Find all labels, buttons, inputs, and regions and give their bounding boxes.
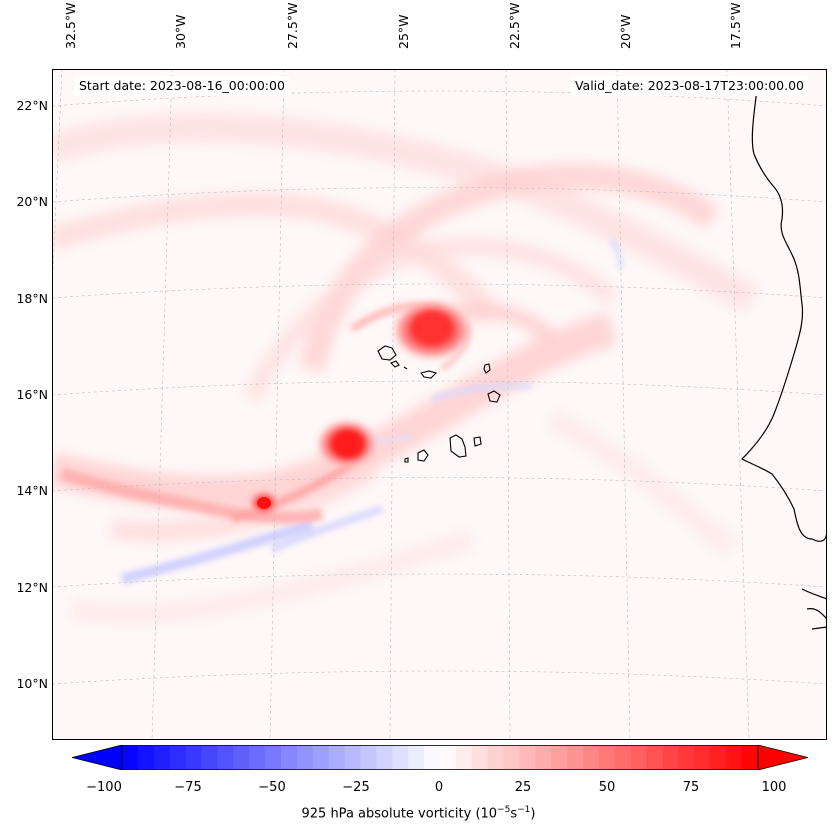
colorbar-cell — [678, 745, 695, 770]
colorbar-cell — [599, 745, 616, 770]
colorbar-cell — [567, 745, 584, 770]
colorbar-tick-50: 50 — [598, 780, 616, 795]
colorbar-cell — [169, 745, 187, 770]
vortex-north — [390, 298, 474, 362]
colorbar-cell — [392, 745, 409, 770]
colorbar-cell — [296, 745, 314, 770]
lon-label-20w: 20°W — [618, 14, 633, 49]
colorbar-cell — [614, 745, 632, 770]
lon-label-32-5w: 32.5°W — [63, 2, 78, 49]
colorbar-cells — [122, 745, 759, 770]
colorbar-cell — [217, 745, 234, 770]
colorbar-cell — [312, 745, 330, 770]
valid-date-label: Valid_date: 2023-08-17T23:00:00.00 — [570, 76, 808, 96]
colorbar-cell — [694, 745, 711, 770]
colorbar-cell — [662, 745, 680, 770]
colorbar-cell — [710, 745, 727, 770]
colorbar-outline — [121, 745, 759, 770]
colorbar-cell — [344, 745, 362, 770]
colorbar-tick-25: 25 — [514, 780, 532, 795]
colorbar-cell — [265, 745, 282, 770]
colorbar-cell — [455, 745, 473, 770]
lon-label-30w: 30°W — [173, 14, 188, 49]
lon-label-22-5w: 22.5°W — [507, 2, 522, 49]
colorbar-tick-neg75: −75 — [174, 780, 202, 795]
colorbar-cell — [233, 745, 250, 770]
vortex-central — [315, 418, 379, 470]
colorbar-cell — [742, 745, 759, 770]
colorbar-cell — [424, 745, 441, 770]
colorbar-cell — [249, 745, 266, 770]
colorbar-cell — [281, 745, 298, 770]
colorbar-tick-75: 75 — [682, 780, 700, 795]
colorbar-cell — [408, 745, 425, 770]
colorbar-cell — [376, 745, 393, 770]
colorbar-cell — [153, 745, 171, 770]
colorbar-cell — [137, 745, 155, 770]
colorbar-cell — [630, 745, 648, 770]
lon-label-17-5w: 17.5°W — [728, 2, 743, 49]
colorbar-label: 925 hPa absolute vorticity (10−5s−1) — [301, 805, 536, 822]
vorticity-field-background — [52, 112, 759, 625]
lat-label-10n: 10°N — [16, 676, 48, 691]
colorbar-cell — [185, 745, 203, 770]
lat-label-20n: 20°N — [16, 194, 48, 209]
colorbar-tick-neg50: −50 — [258, 780, 286, 795]
colorbar-cell — [726, 745, 743, 770]
colorbar-cell — [201, 745, 218, 770]
vortex-west — [248, 490, 280, 516]
colorbar-cell — [440, 745, 457, 770]
graticule — [52, 69, 827, 740]
colorbar-tick-neg100: −100 — [86, 780, 122, 795]
colorbar-arrow-min — [72, 745, 123, 770]
colorbar-tick-neg25: −25 — [342, 780, 370, 795]
colorbar — [72, 745, 808, 770]
colorbar-cell — [519, 745, 536, 770]
colorbar-cell — [583, 745, 600, 770]
map-canvas — [52, 69, 827, 740]
lat-label-16n: 16°N — [16, 387, 48, 402]
colorbar-arrow-max — [757, 745, 808, 770]
colorbar-cell — [503, 745, 521, 770]
colorbar-cell — [487, 745, 505, 770]
colorbar-cell — [646, 745, 664, 770]
start-date-label: Start date: 2023-08-16_00:00:00 — [75, 76, 289, 96]
lat-label-14n: 14°N — [16, 483, 48, 498]
colorbar-cell — [360, 745, 377, 770]
colorbar-tick-100: 100 — [761, 780, 787, 795]
colorbar-cell — [122, 745, 139, 770]
colorbar-cell — [551, 745, 568, 770]
lon-label-27-5w: 27.5°W — [285, 2, 300, 49]
lat-label-22n: 22°N — [16, 98, 48, 113]
coastline — [740, 88, 827, 630]
lon-label-25w: 25°W — [396, 14, 411, 49]
colorbar-cell — [471, 745, 489, 770]
cape-verde-islands — [377, 345, 501, 463]
lat-label-12n: 12°N — [16, 580, 48, 595]
colorbar-cell — [328, 745, 346, 770]
lat-label-18n: 18°N — [16, 291, 48, 306]
colorbar-cell — [535, 745, 552, 770]
colorbar-tick-0: 0 — [434, 780, 444, 795]
vorticity-map[interactable] — [52, 69, 827, 740]
